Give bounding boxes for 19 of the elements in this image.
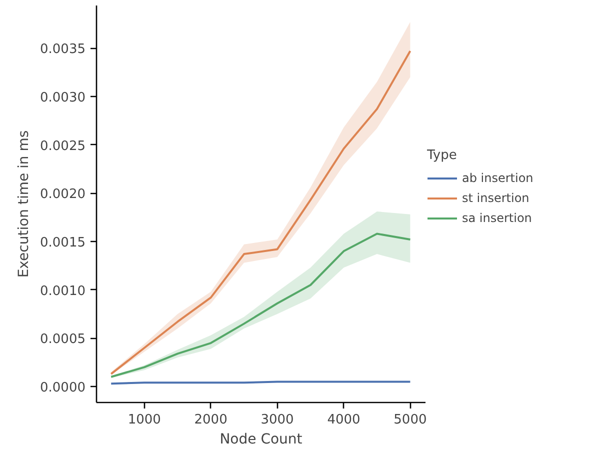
x-tick-label: 4000 (327, 412, 360, 428)
legend-label: st insertion (462, 191, 530, 205)
y-axis-title: Execution time in ms (16, 130, 32, 278)
y-tick-label: 0.0025 (40, 138, 86, 154)
x-tick-label: 3000 (260, 412, 294, 428)
x-tick-label: 5000 (394, 412, 427, 428)
y-tick-label: 0.0020 (40, 187, 86, 202)
x-tick-label: 2000 (194, 412, 228, 428)
y-tick-label: 0.0005 (40, 332, 86, 348)
y-tick-label: 0.0030 (40, 90, 86, 106)
y-tick-label: 0.0035 (40, 42, 86, 58)
legend-label: ab insertion (462, 171, 534, 185)
legend-title: Type (427, 148, 458, 163)
x-tick-label: 1000 (128, 412, 161, 428)
legend-label: sa insertion (462, 211, 532, 225)
x-axis-title: Node Count (220, 432, 303, 448)
y-tick-label: 0.0000 (40, 380, 86, 396)
y-tick-label: 0.0015 (40, 235, 86, 250)
y-tick-label: 0.0010 (40, 284, 86, 299)
